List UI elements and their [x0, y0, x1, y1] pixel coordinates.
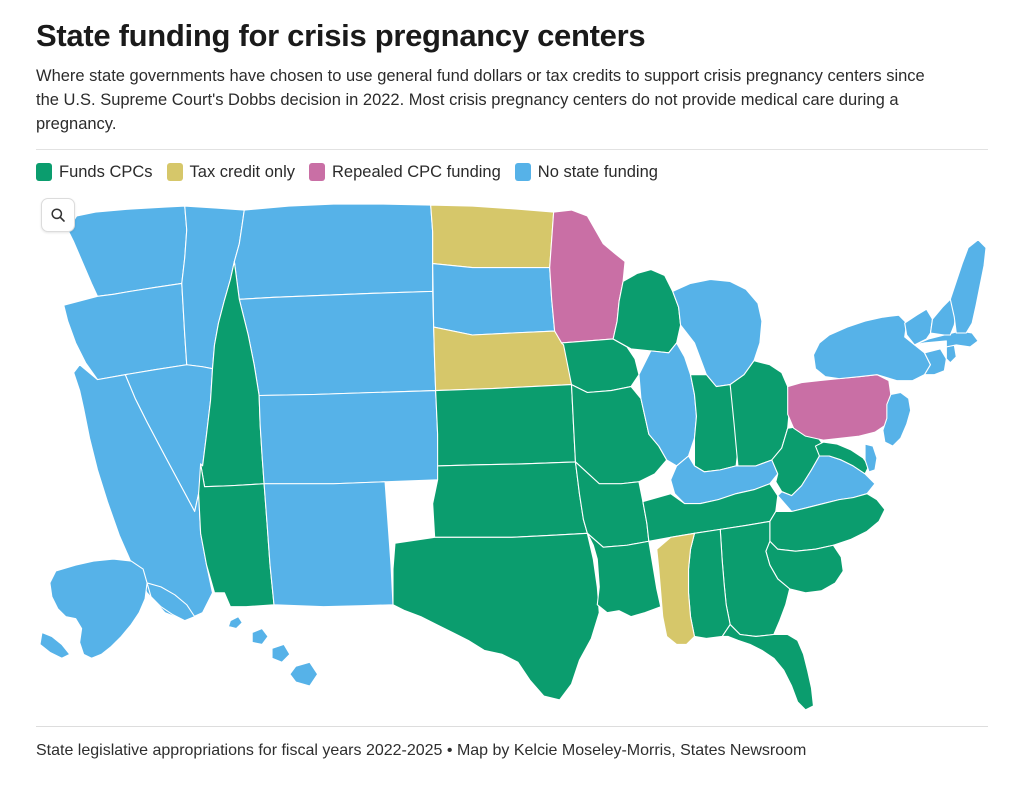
- header-divider: [36, 148, 988, 150]
- state-MN[interactable]: [549, 209, 626, 344]
- map-legend: Funds CPCs Tax credit only Repealed CPC …: [36, 163, 988, 182]
- state-DE[interactable]: [864, 443, 878, 473]
- footer-credit: State legislative appropriations for fis…: [36, 741, 807, 759]
- state-PA[interactable]: [787, 373, 892, 441]
- state-MT[interactable]: [233, 203, 434, 300]
- zoom-search-button[interactable]: [41, 197, 75, 232]
- state-SD[interactable]: [432, 262, 556, 336]
- state-IA[interactable]: [561, 338, 640, 393]
- legend-swatch-repealed-cpc-funding: [309, 163, 325, 182]
- state-CO[interactable]: [258, 389, 440, 485]
- footer-divider: [36, 725, 988, 727]
- legend-item-tax-credit-only[interactable]: Tax credit only: [166, 162, 295, 182]
- state-HI[interactable]: [227, 615, 319, 687]
- state-NM[interactable]: [263, 481, 394, 608]
- state-NH[interactable]: [929, 298, 957, 336]
- us-choropleth-map[interactable]: [36, 194, 988, 714]
- map-container[interactable]: [36, 194, 988, 714]
- legend-item-no-state-funding[interactable]: No state funding: [514, 162, 658, 182]
- state-WA[interactable]: [67, 205, 188, 297]
- state-CA[interactable]: [73, 364, 214, 621]
- state-ND[interactable]: [430, 204, 555, 268]
- state-LA[interactable]: [586, 532, 662, 617]
- state-KS[interactable]: [435, 383, 577, 467]
- state-RI[interactable]: [945, 344, 957, 364]
- legend-swatch-funds-cpcs: [36, 163, 52, 182]
- legend-swatch-no-state-funding: [514, 163, 531, 182]
- state-NE[interactable]: [433, 326, 578, 391]
- search-icon: [51, 208, 65, 222]
- legend-label-no-state-funding: No state funding: [537, 162, 658, 181]
- state-CT[interactable]: [923, 348, 947, 376]
- state-FL[interactable]: [721, 623, 815, 711]
- state-NJ[interactable]: [882, 391, 912, 447]
- legend-item-repealed-cpc-funding[interactable]: Repealed CPC funding: [309, 163, 501, 182]
- state-OK[interactable]: [432, 461, 588, 538]
- state-WI[interactable]: [612, 268, 682, 354]
- state-TX[interactable]: [392, 532, 600, 701]
- legend-label-funds-cpcs: Funds CPCs: [59, 162, 153, 181]
- map-states-group: [39, 203, 987, 711]
- state-WY[interactable]: [238, 290, 437, 396]
- state-MS[interactable]: [656, 532, 696, 645]
- legend-label-repealed-cpc-funding: Repealed CPC funding: [332, 162, 501, 181]
- legend-item-funds-cpcs[interactable]: Funds CPCs: [36, 163, 153, 182]
- legend-swatch-tax-credit-only: [166, 163, 183, 182]
- page-title: State funding for crisis pregnancy cente…: [36, 18, 646, 53]
- legend-label-tax-credit-only: Tax credit only: [189, 162, 295, 181]
- state-AK[interactable]: [39, 558, 196, 659]
- state-OR[interactable]: [63, 282, 188, 380]
- state-ME[interactable]: [949, 239, 987, 334]
- state-MA[interactable]: [914, 330, 979, 348]
- page-subtitle: Where state governments have chosen to u…: [36, 66, 925, 134]
- state-MI[interactable]: [672, 278, 763, 387]
